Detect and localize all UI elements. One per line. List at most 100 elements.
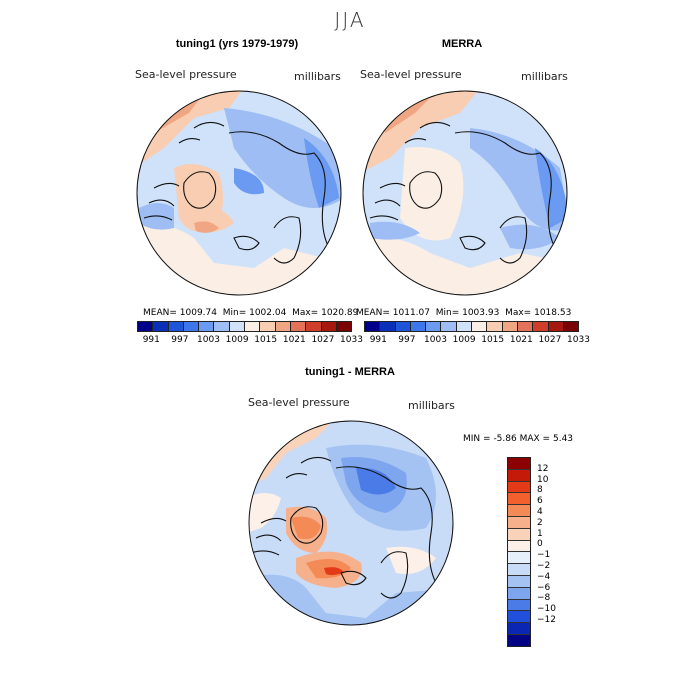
panel3-colorbar-tick-label: 0 (537, 539, 543, 550)
panel3-coastlines (250, 456, 437, 599)
panel2-colorbar-swatch (501, 321, 517, 332)
panel2-colorbar-swatch (394, 321, 410, 332)
panel2-colorbar-swatch (471, 321, 487, 332)
panel2-units: millibars (521, 70, 568, 83)
panel3-colorbar-swatch (508, 634, 530, 646)
panel3-units: millibars (408, 399, 455, 412)
panel3-max-label: MAX = (519, 434, 551, 444)
panel2-field-high-greenland (400, 147, 464, 241)
panel1-colorbar-tick-label: 1027 (311, 335, 335, 345)
panel1-coastlines (143, 121, 330, 264)
panel2-field-low-southeast (500, 224, 560, 250)
panel2-colorbar-swatch (516, 321, 533, 332)
panel2-map-border (362, 90, 568, 296)
panel3-colorbar-swatch (508, 599, 530, 612)
panel1-colorbar-swatch (289, 321, 306, 332)
panel1-mean: 1009.74 (179, 308, 217, 318)
panel1-units: millibars (294, 70, 341, 83)
panel3-colorbar-tick-label: −8 (537, 593, 551, 604)
panel2-colorbar-swatch (409, 321, 426, 332)
panel1-colorbar-tick-label: 991 (142, 335, 160, 345)
panel3-colorbar-swatch (508, 493, 530, 506)
panel3-colorbar-swatch (508, 540, 530, 553)
panel3-field-pos-greenland-core (291, 516, 321, 540)
panel1-colorbar-tick-label: 1003 (197, 335, 220, 345)
panel1-colorbar-tick-label: 1015 (254, 335, 278, 345)
panel3-field-pos-atlantic-core (324, 567, 344, 576)
panel2-max: 1018.53 (534, 308, 572, 318)
panel2-stats: MEAN= 1011.07 Min= 1003.93 Max= 1018.53 (356, 308, 571, 318)
panel1-map-border (136, 90, 342, 296)
panel3-colorbar-swatch (508, 575, 530, 588)
panel3-colorbar-tick-label: 2 (537, 517, 543, 528)
panel1-colorbar-swatch (320, 321, 336, 332)
panel1-colorbar-swatch (198, 321, 214, 332)
panel1-colorbar-swatch (137, 321, 153, 332)
panel3-colorbar-tick-label: −6 (537, 582, 551, 593)
panel3-map (248, 420, 454, 626)
panel1-stats: MEAN= 1009.74 Min= 1002.04 Max= 1020.89 (143, 308, 358, 318)
panel2-min-label: Min= (435, 308, 460, 318)
panel2-colorbar-tick-label: 1021 (509, 335, 533, 345)
panel1-colorbar-swatch (167, 321, 183, 332)
panel2-max-label: Max= (505, 308, 532, 318)
panel3-variable: Sea-level pressure (248, 396, 350, 409)
panel2-colorbar-swatch (532, 321, 548, 332)
panel2-colorbar-swatch (440, 321, 456, 332)
panel3-colorbar-tick-label: −12 (537, 615, 556, 625)
panel1-field-low-pole (234, 168, 264, 195)
panel3-field-pos-west (249, 493, 281, 533)
panel3-colorbar-tick-label: −1 (537, 550, 551, 561)
panel1-colorbar-swatch (335, 321, 353, 332)
panel1-field-band-south (137, 224, 341, 295)
panel1-colorbar-tick-label: 1033 (340, 335, 363, 345)
panel3-colorbar-tick-label: 1 (537, 528, 543, 539)
panel1-min: 1002.04 (249, 308, 287, 318)
panel1-max: 1020.89 (321, 308, 359, 318)
panel1-colorbar-tick-label: 1009 (225, 335, 249, 345)
panel2-colorbar-swatch (379, 321, 395, 332)
panel2-coastlines (369, 121, 556, 264)
panel3-map-border (248, 420, 454, 626)
panel3-colorbar-swatch (508, 623, 530, 635)
panel1-map (136, 90, 342, 296)
panel3-colorbar-tick-label: 12 (537, 463, 549, 474)
panel1-colorbar-swatch (259, 321, 275, 332)
panel1-colorbar-swatch (228, 321, 245, 332)
panel2-colorbar-tick-label: 997 (398, 335, 416, 345)
panel3-colorbar-tick-label: −2 (537, 561, 551, 571)
panel3-colorbar-swatch (508, 611, 530, 624)
season-title: JJA (334, 8, 366, 32)
panel3-colorbar-tick-label: 10 (537, 474, 549, 485)
panel3-colorbar-swatch (508, 528, 530, 541)
panel1-max-label: Max= (292, 308, 319, 318)
panel2-colorbar-tick-label: 1027 (538, 335, 562, 345)
panel1-variable: Sea-level pressure (135, 68, 237, 81)
panel3-colorbar-tick-label: 4 (537, 507, 543, 517)
panel1-colorbar-tick-label: 997 (171, 335, 189, 345)
panel1-min-label: Min= (222, 308, 247, 318)
panel3-colorbar-swatch (508, 505, 530, 517)
panel1-colorbar-swatch (274, 321, 290, 332)
panel2-colorbar (364, 321, 580, 332)
panel2-mean: 1011.07 (392, 308, 430, 318)
panel3-colorbar (507, 457, 531, 647)
panel3-field-pos-east (386, 546, 436, 574)
panel2-colorbar-tick-label: 991 (369, 335, 387, 345)
panel3-colorbar-swatch (508, 552, 530, 565)
panel3-title: tuning1 - MERRA (305, 366, 395, 378)
panel2-colorbar-swatch (486, 321, 502, 332)
panel1-field-low-east (304, 138, 339, 208)
panel1-field-high-atlantic-core (194, 221, 219, 233)
panel3-field-neg-arctic-core (356, 467, 396, 495)
panel2-colorbar-swatch (562, 321, 580, 332)
panel2-mean-label: MEAN= (356, 308, 390, 318)
panel1-mean-label: MEAN= (143, 308, 177, 318)
panel3-colorbar-swatch (508, 516, 530, 529)
panel1-colorbar-tick-label: 1021 (282, 335, 306, 345)
panel1-colorbar-swatch (305, 321, 321, 332)
panel1-colorbar-swatch (213, 321, 229, 332)
panel2-colorbar-tick-label: 1015 (481, 335, 505, 345)
panel2-colorbar-tick-label: 1033 (567, 335, 590, 345)
panel3-stats: MIN = -5.86 MAX = 5.43 (463, 434, 573, 444)
